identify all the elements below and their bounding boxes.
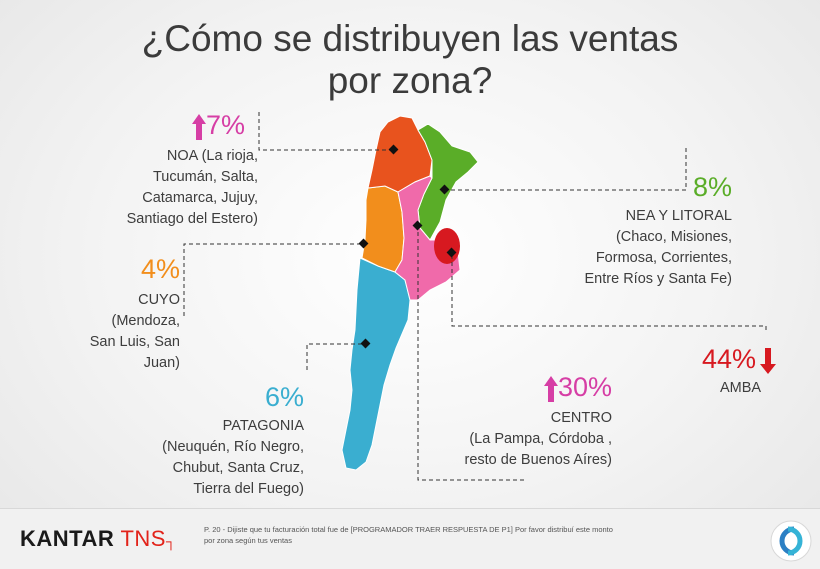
patagonia-line: Chubut, Santa Cruz, xyxy=(172,460,304,476)
cuyo-line: Juan) xyxy=(143,355,180,371)
amba-pct-row: 44% xyxy=(702,344,777,374)
nea-line: (Chaco, Misiones, xyxy=(615,229,732,245)
argentina-map xyxy=(183,112,767,481)
nea-pct: 8% xyxy=(692,172,732,202)
patagonia-pct: 6% xyxy=(264,382,304,412)
centro-label: CENTRO (La Pampa, Córdoba , resto de Bue… xyxy=(420,408,613,471)
patagonia-line: Tierra del Fuego) xyxy=(193,481,304,497)
cuyo-label: CUYO (Mendoza, San Luis, San Juan) xyxy=(60,290,180,374)
patagonia-region xyxy=(341,257,411,471)
noa-label: NOA (La rioja, Tucumán, Salta, Catamarca… xyxy=(100,146,258,230)
connector-patagonia xyxy=(306,343,366,370)
marker-centro xyxy=(412,220,423,231)
centro-line: (La Pampa, Córdoba , xyxy=(469,431,612,447)
noa-pct-row: 7% xyxy=(192,110,245,140)
cuyo-pct: 4% xyxy=(140,254,180,284)
nea-label: NEA Y LITORAL (Chaco, Misiones, Formosa,… xyxy=(560,206,732,290)
page-title: ¿Cómo se distribuyen las ventas por zona… xyxy=(0,18,820,102)
centro-region xyxy=(394,175,461,301)
connector-centro xyxy=(417,226,524,481)
patagonia-line: (Neuquén, Río Negro, xyxy=(162,439,304,455)
cuyo-region xyxy=(361,185,405,273)
arrow-down-icon xyxy=(760,347,777,374)
amba-pct: 44% xyxy=(702,344,757,374)
nea-line: Entre Ríos y Santa Fe) xyxy=(584,271,732,287)
marker-patagonia xyxy=(360,338,371,349)
title-line-1: ¿Cómo se distribuyen las ventas xyxy=(141,18,679,59)
nea-name: NEA Y LITORAL xyxy=(625,208,732,224)
centro-line: resto de Buenos Aíres) xyxy=(464,452,613,468)
logo-corner-icon: ┐ xyxy=(165,533,177,549)
nea-line: Formosa, Corrientes, xyxy=(595,250,732,266)
cuyo-name: CUYO xyxy=(138,292,180,308)
connector-nea xyxy=(445,148,687,191)
noa-line: Santiago del Estero) xyxy=(126,211,258,227)
marker-amba xyxy=(446,247,457,258)
connector-lines xyxy=(183,112,767,481)
centro-name: CENTRO xyxy=(550,410,612,426)
cuyo-line: San Luis, San xyxy=(89,334,180,350)
connector-markers xyxy=(358,144,457,349)
marker-cuyo xyxy=(358,238,369,249)
cuyo-line: (Mendoza, xyxy=(111,313,180,329)
brand-mark-icon xyxy=(770,520,812,562)
arrow-up-icon xyxy=(192,113,206,140)
title-line-2: por zona? xyxy=(327,60,493,101)
nea-region xyxy=(417,123,479,241)
noa-line: Catamarca, Jujuy, xyxy=(142,190,258,206)
amba-region xyxy=(434,228,460,264)
arrow-up-icon xyxy=(543,375,558,402)
centro-pct: 30% xyxy=(557,372,612,402)
amba-name: AMBA xyxy=(720,380,762,396)
patagonia-label: PATAGONIA (Neuquén, Río Negro, Chubut, S… xyxy=(114,416,304,500)
footnote: P. 20 - Dijiste que tu facturación total… xyxy=(204,525,613,545)
patagonia-name: PATAGONIA xyxy=(222,418,304,434)
connector-noa xyxy=(258,112,394,151)
footer-bar xyxy=(0,508,820,569)
connector-amba xyxy=(451,252,767,330)
noa-line: Tucumán, Salta, xyxy=(152,169,258,185)
logo-accent: TNS xyxy=(120,526,166,551)
noa-name: NOA (La rioja, xyxy=(166,148,258,164)
centro-pct-row: 30% xyxy=(506,372,612,402)
logo-main: KANTAR xyxy=(20,526,115,551)
kantar-tns-logo: KANTAR TNS┐ xyxy=(20,526,176,552)
noa-pct: 7% xyxy=(206,110,246,140)
marker-noa xyxy=(388,144,399,155)
marker-nea xyxy=(439,184,450,195)
connector-cuyo xyxy=(183,243,363,316)
